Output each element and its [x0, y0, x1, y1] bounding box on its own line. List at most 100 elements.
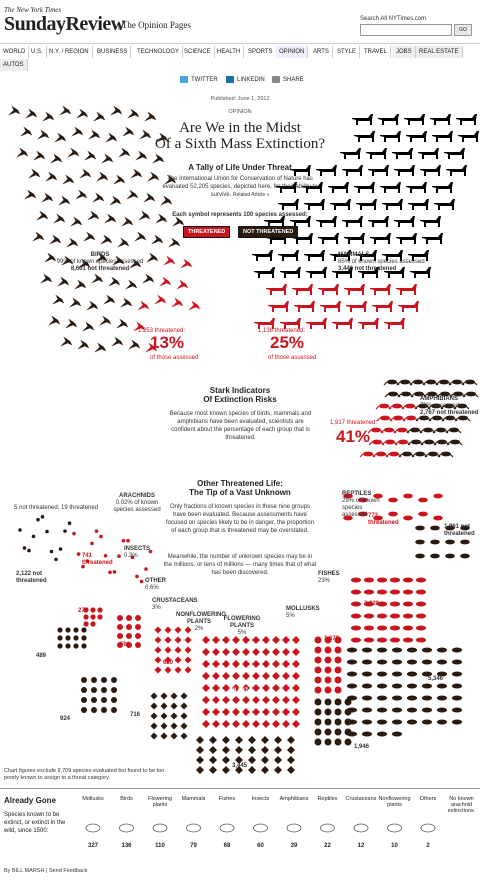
amphibian-leg	[423, 393, 440, 398]
nav-business[interactable]: BUSINESS	[94, 46, 132, 58]
plant-symbol	[160, 732, 168, 740]
bird-symbol	[33, 150, 46, 161]
amphibian-leg	[462, 393, 479, 398]
linkedin-button[interactable]: LINKEDIN	[226, 76, 265, 83]
related-article-link[interactable]: Related Article »	[232, 192, 270, 198]
nav-autos[interactable]: AUTOS	[0, 59, 28, 71]
nav-real-estate[interactable]: REAL ESTATE	[416, 46, 463, 58]
search-button[interactable]: GO	[454, 24, 472, 36]
mammal-symbol	[422, 233, 443, 244]
section-logo[interactable]: SundayReview	[4, 13, 125, 35]
creature-symbol	[117, 554, 121, 559]
fish-symbol	[373, 493, 383, 499]
extinct-icon	[420, 823, 436, 833]
twitter-label: TWITTER	[191, 76, 218, 83]
nonflowering-name: NONFLOWERING PLANTS	[176, 612, 226, 625]
nav-jobs[interactable]: JOBS	[393, 46, 416, 58]
creature-symbol	[117, 633, 123, 639]
extinct-icons	[85, 823, 436, 833]
mammal-symbol	[346, 301, 367, 312]
twitter-button[interactable]: TWITTER	[180, 76, 218, 83]
fish-symbol	[358, 511, 368, 517]
amphibian-symbol	[427, 391, 437, 397]
crustaceans-threatened: 596	[120, 642, 131, 648]
creature-symbol	[101, 697, 107, 703]
share-button[interactable]: SHARE	[272, 76, 304, 83]
bird-symbol	[103, 294, 116, 305]
plant-symbol	[222, 736, 230, 744]
plant-symbol	[222, 672, 230, 680]
fish-symbol	[346, 647, 358, 653]
creature-symbol	[334, 666, 342, 674]
bird-symbol	[146, 252, 159, 263]
extinct-column-label: Crustaceans	[345, 796, 377, 802]
nav-health[interactable]: HEALTH	[214, 46, 245, 58]
nav-travel[interactable]: TRAVEL	[361, 46, 391, 58]
nav-science[interactable]: SCIENCE	[181, 46, 215, 58]
creature-symbol	[135, 624, 141, 630]
creature-symbol	[81, 635, 87, 641]
reptiles-not-threatened: 1,961 not threatened	[444, 524, 475, 537]
fish-symbol	[436, 695, 448, 701]
nav-arts[interactable]: ARTS	[310, 46, 333, 58]
bird-symbol	[37, 129, 50, 140]
feedback-link[interactable]: Send Feedback	[48, 868, 88, 874]
nyt-logo[interactable]: The New York Times	[4, 6, 62, 14]
bird-symbol	[120, 297, 133, 308]
bird-symbol	[48, 315, 61, 326]
nav-world[interactable]: WORLD	[0, 46, 30, 58]
nav-technology[interactable]: TECHNOLOGY	[134, 46, 184, 58]
mammal-symbol	[398, 301, 419, 312]
amphibians-not-threatened: 2,767 not threatened	[420, 410, 479, 416]
title-line-1: Are We in the Midst	[179, 120, 301, 136]
bird-symbol	[155, 213, 168, 224]
mammal-symbol	[316, 165, 337, 176]
creature-symbol	[112, 570, 117, 574]
bird-symbol	[44, 252, 57, 263]
bird-symbol	[143, 192, 156, 203]
birds-name: BIRDS	[90, 252, 110, 258]
extinct-column-count: 68	[223, 843, 231, 849]
amphibian-symbol	[380, 415, 390, 421]
extinct-icon	[85, 823, 101, 833]
bird-symbol	[94, 342, 107, 353]
amphibian-symbol	[444, 403, 454, 409]
nav-us[interactable]: U.S.	[28, 46, 47, 58]
plant-symbol	[202, 684, 210, 692]
plant-symbol	[252, 696, 260, 704]
amphibian-leg	[401, 405, 418, 410]
insects-not-threatened: 2,122 not threatened	[16, 571, 47, 584]
plant-symbol	[235, 746, 243, 754]
amphibian-leg	[388, 405, 405, 410]
plant-symbol	[292, 648, 300, 656]
fish-symbol	[361, 731, 373, 737]
mammal-symbol	[420, 216, 441, 227]
nav-style[interactable]: STYLE	[334, 46, 361, 58]
fish-symbol	[346, 707, 358, 713]
fish-symbol	[376, 683, 388, 689]
other-heading-2: The Tip of a Vast Unknown	[189, 488, 291, 497]
fish-symbol	[436, 647, 448, 653]
tally-heading: A Tally of Life Under Threat	[188, 163, 292, 172]
fish-symbol	[376, 671, 388, 677]
bird-symbol	[139, 129, 152, 140]
search-input[interactable]	[360, 24, 452, 36]
nav-ny-region[interactable]: N.Y. / REGION	[46, 46, 93, 58]
amphibian-leg	[449, 393, 466, 398]
other-heading-1: Other Threatened Life:	[197, 479, 283, 488]
mammal-symbol	[266, 284, 287, 295]
fish-symbol	[415, 539, 425, 545]
amphibian-leg	[448, 381, 465, 386]
creature-symbol	[81, 687, 87, 693]
flowering-label: FLOWERING PLANTS 5%	[222, 616, 262, 637]
creature-symbol	[334, 636, 342, 644]
nav-opinion[interactable]: OPINION	[276, 46, 309, 58]
creature-symbol	[314, 708, 322, 716]
bird-symbol	[24, 189, 37, 200]
amphibians-threatened: 1,917 threatened:	[330, 420, 378, 426]
creature-symbol	[90, 614, 96, 620]
plant-symbol	[287, 766, 295, 774]
plant-symbol	[184, 626, 192, 634]
mammal-symbol	[396, 233, 417, 244]
plant-symbol	[180, 712, 188, 720]
